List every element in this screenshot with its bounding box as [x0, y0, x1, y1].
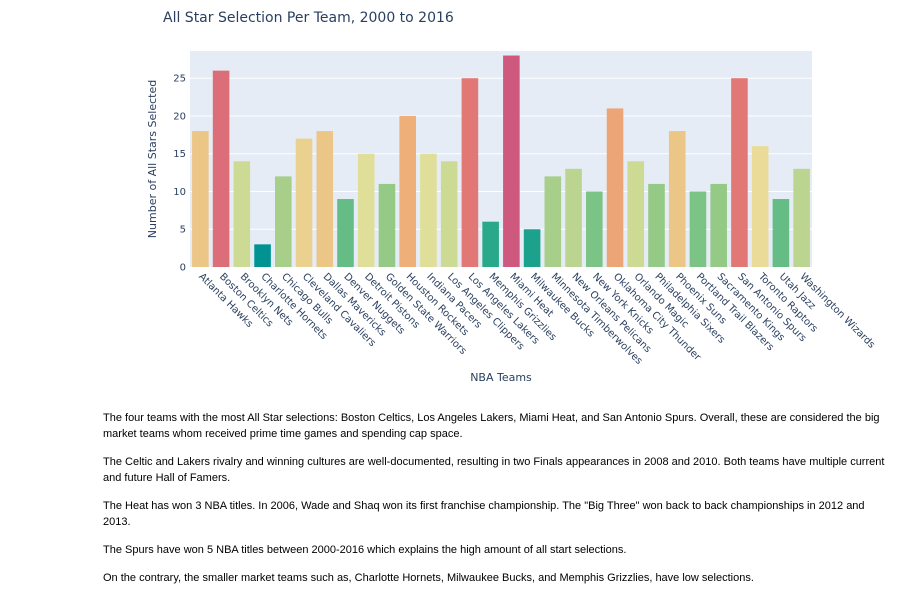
bar-chart: All Star Selection Per Team, 2000 to 201…	[146, 10, 877, 384]
bar[interactable]	[710, 183, 727, 267]
bar[interactable]	[544, 176, 562, 267]
y-axis-ticks: 0 5 10 15 20 25	[173, 74, 186, 274]
bar[interactable]	[254, 244, 271, 267]
y-tick-label: 25	[173, 74, 186, 85]
bar[interactable]	[689, 191, 707, 267]
bar[interactable]	[440, 161, 458, 267]
note-paragraph: On the contrary, the smaller market team…	[103, 572, 754, 584]
bar[interactable]	[503, 55, 520, 268]
note-paragraph: The four teams with the most All Star se…	[103, 412, 880, 440]
y-tick-label: 0	[180, 263, 186, 274]
bar[interactable]	[399, 115, 416, 267]
bar[interactable]	[295, 138, 313, 267]
bar[interactable]	[751, 146, 769, 267]
bar[interactable]	[627, 161, 645, 267]
y-tick-label: 15	[173, 149, 186, 160]
bar[interactable]	[793, 168, 810, 267]
bar[interactable]	[337, 199, 354, 267]
note-paragraph: The Spurs have won 5 NBA titles between …	[103, 544, 627, 556]
bar[interactable]	[461, 78, 479, 267]
bar[interactable]	[731, 78, 748, 267]
plot-area	[190, 51, 812, 267]
chart-title: All Star Selection Per Team, 2000 to 201…	[163, 10, 454, 26]
bar[interactable]	[648, 183, 665, 267]
gridlines	[190, 77, 812, 230]
bar[interactable]	[482, 221, 499, 267]
note-paragraph: The Celtic and Lakers rivalry and winnin…	[103, 456, 885, 484]
bar[interactable]	[378, 183, 396, 267]
bar[interactable]	[772, 199, 790, 267]
note-paragraph: The Heat has won 3 NBA titles. In 2006, …	[103, 500, 865, 528]
y-tick-label: 5	[180, 225, 186, 236]
bar[interactable]	[233, 161, 251, 267]
x-axis-title: NBA Teams	[470, 371, 532, 384]
bar[interactable]	[523, 229, 541, 267]
bar[interactable]	[275, 176, 292, 267]
bar[interactable]	[668, 131, 686, 267]
bar[interactable]	[586, 191, 603, 267]
y-tick-label: 10	[173, 187, 186, 198]
bar[interactable]	[565, 168, 582, 267]
y-axis-title: Number of All Stars Selected	[146, 80, 159, 238]
chart-container: All Star Selection Per Team, 2000 to 201…	[146, 10, 877, 384]
bar[interactable]	[420, 153, 437, 267]
bar[interactable]	[212, 70, 230, 268]
bar[interactable]	[316, 131, 334, 267]
y-tick-label: 20	[173, 111, 186, 122]
bar[interactable]	[357, 153, 375, 267]
bars	[192, 55, 810, 268]
notes-section: The four teams with the most All Star se…	[103, 410, 893, 596]
bar[interactable]	[192, 131, 209, 267]
bar[interactable]	[606, 108, 624, 268]
